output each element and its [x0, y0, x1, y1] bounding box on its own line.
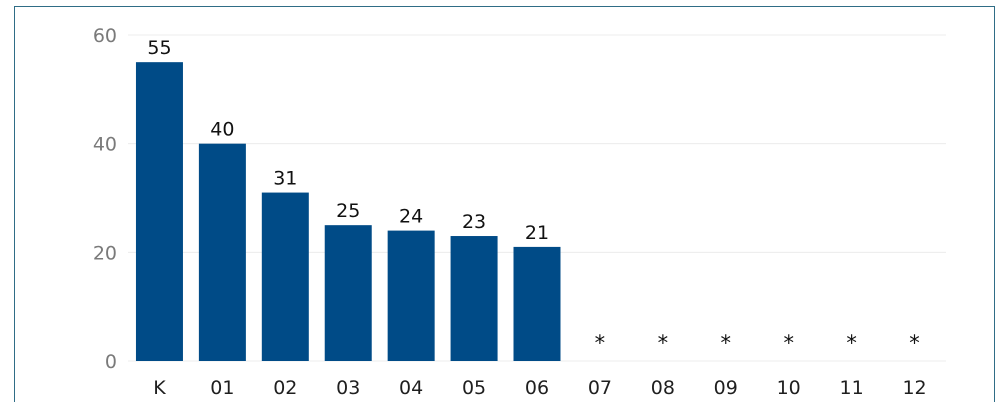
y-tick-label: 60 — [93, 25, 117, 47]
y-tick-label: 0 — [105, 351, 117, 373]
x-tick-label: 07 — [588, 377, 612, 399]
x-tick-label: 02 — [273, 377, 297, 399]
x-tick-label: 08 — [651, 377, 675, 399]
bar-06 — [513, 246, 561, 361]
bar-05 — [450, 236, 498, 361]
x-tick-label: 03 — [336, 377, 360, 399]
data-label: 23 — [462, 211, 486, 233]
x-tick-label: K — [153, 377, 166, 399]
x-tick-label: 09 — [714, 377, 738, 399]
x-tick-label: 10 — [777, 377, 801, 399]
chart-frame — [14, 6, 995, 402]
bar-02 — [261, 192, 309, 361]
x-tick-label: 06 — [525, 377, 549, 399]
bar-03 — [324, 225, 372, 361]
x-tick-label: 05 — [462, 377, 486, 399]
suppressed-marker: * — [595, 331, 606, 355]
x-axis: K 01 02 03 04 05 06 07 08 09 10 11 12 — [153, 377, 926, 399]
suppressed-marker: * — [658, 331, 669, 355]
x-tick-label: 11 — [840, 377, 864, 399]
data-labels: 55 40 31 25 24 23 21 * * * * * * — [147, 37, 919, 355]
x-tick-label: 01 — [210, 377, 234, 399]
y-tick-label: 40 — [93, 134, 117, 156]
bar-K — [135, 62, 183, 362]
data-label: 40 — [210, 119, 234, 141]
suppressed-marker: * — [783, 331, 794, 355]
bar-04 — [387, 230, 435, 361]
data-label: 24 — [399, 206, 423, 228]
suppressed-marker: * — [721, 331, 732, 355]
y-tick-label: 20 — [93, 242, 117, 264]
y-axis: 0 20 40 60 — [93, 25, 117, 373]
x-tick-label: 04 — [399, 377, 423, 399]
data-label: 25 — [336, 200, 360, 222]
data-label: 21 — [525, 222, 549, 244]
suppressed-marker: * — [909, 331, 920, 355]
data-label: 31 — [273, 168, 297, 190]
data-label: 55 — [147, 37, 171, 59]
suppressed-marker: * — [846, 331, 857, 355]
bar-01 — [198, 143, 246, 361]
x-tick-label: 12 — [902, 377, 926, 399]
bars — [135, 62, 561, 362]
